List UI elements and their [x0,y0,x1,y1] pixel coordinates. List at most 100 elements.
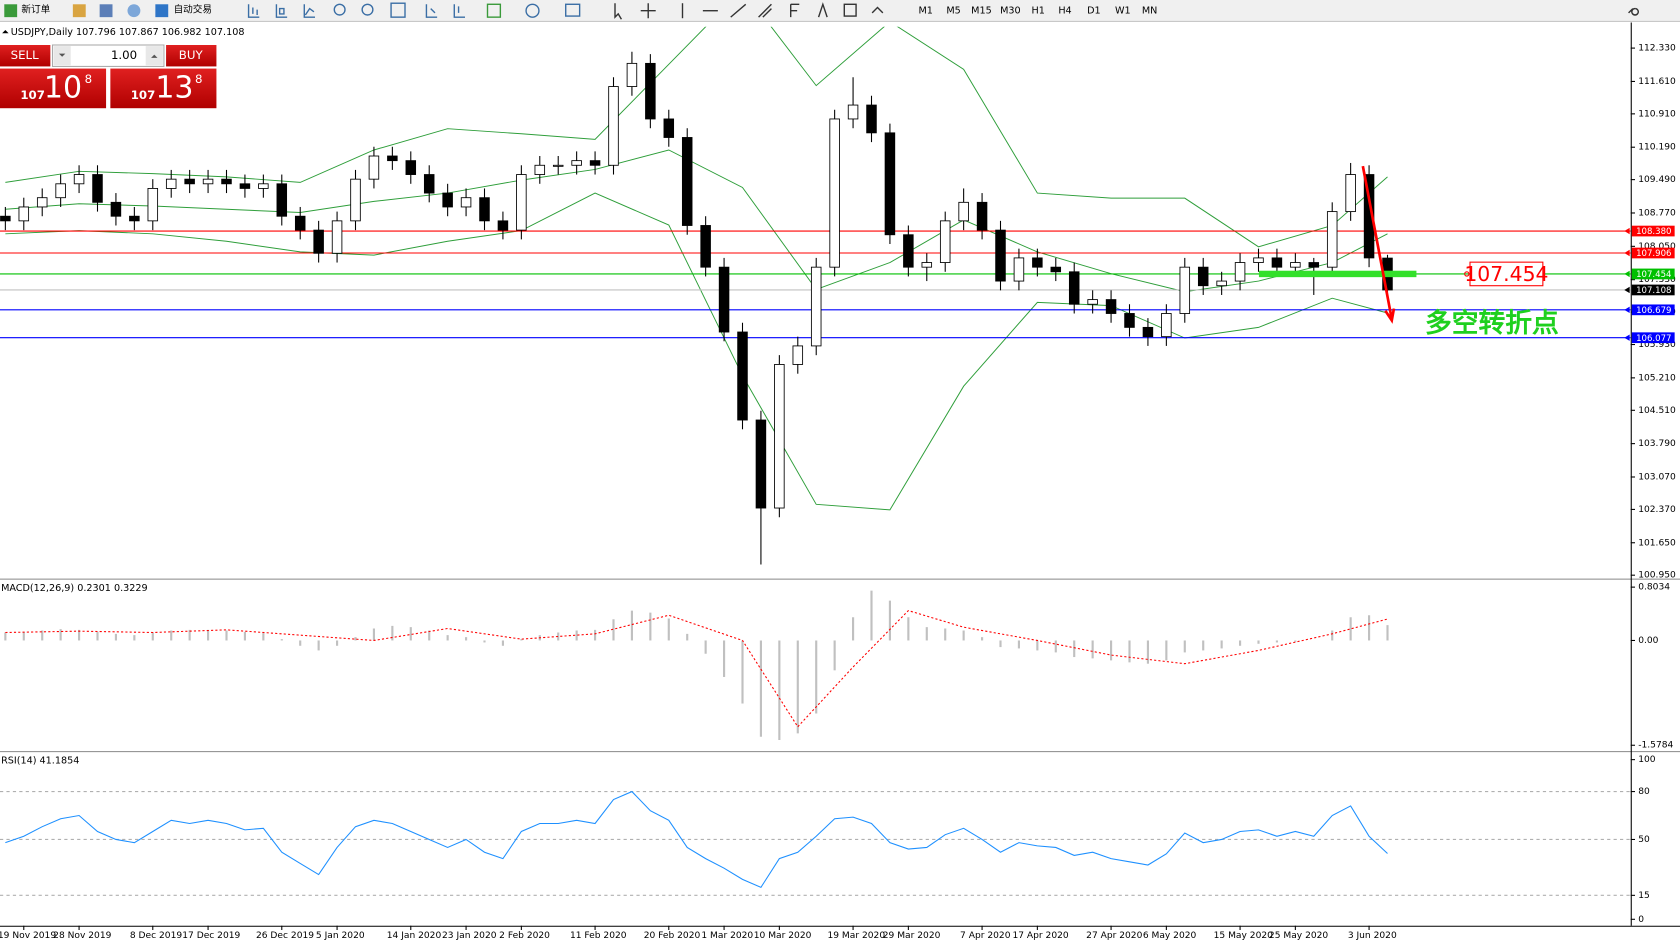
ask-big: 107 [131,88,156,102]
annotation-text: 多空转折点 [1425,307,1559,339]
search-icon[interactable] [1628,7,1639,16]
candle-body [239,183,251,189]
candle-body [1032,257,1043,268]
scroll-icon[interactable] [425,4,438,18]
candle-body [1308,262,1320,268]
label-icon[interactable] [843,3,857,17]
timeframe-button[interactable]: M5 [946,6,960,17]
tile-icon[interactable] [390,2,406,18]
candle-body [258,183,269,189]
text-icon[interactable] [817,2,828,18]
candle-body [995,229,1006,282]
price-level-label: 107.454 [1636,270,1671,280]
price-level-box [1631,247,1675,259]
y-tick-label: -1.5784 [1638,741,1673,751]
x-tick-label: 29 Mar 2020 [883,931,941,941]
y-tick-label: 100.950 [1638,571,1676,581]
x-tick-label: 15 May 2020 [1214,931,1274,941]
y-tick-label: 102.370 [1638,505,1676,515]
macd-signal [5,609,1388,728]
x-tick-label: 2 Feb 2020 [499,931,550,941]
candle-body [1142,326,1154,338]
candle-body [313,229,324,254]
y-tick-label: 112.330 [1638,44,1676,54]
price-level-label: 107.906 [1636,249,1671,259]
bid-main: 10 [44,70,82,105]
timeframe-button[interactable]: H4 [1058,6,1071,17]
bollinger-lower [5,192,1388,511]
y-tick-label: 105.210 [1638,373,1676,383]
bid-box[interactable] [0,68,107,109]
timeframe-button[interactable]: M15 [971,6,992,17]
y-tick-label: 110.910 [1638,109,1676,119]
indicators-icon[interactable] [486,3,502,18]
cursor-icon[interactable] [614,3,623,20]
timeframe-button[interactable]: H1 [1032,6,1045,17]
price-level-marker [1624,270,1630,278]
x-tick-label: 8 Dec 2019 [130,931,183,941]
candle-chart-icon[interactable] [275,4,288,18]
candle-body [552,164,564,167]
candle-body [737,331,748,421]
fibo-icon[interactable] [790,3,800,18]
new-order-icon[interactable] [4,4,18,18]
candle-body [368,155,380,180]
candle-body [1105,299,1117,314]
periods-icon[interactable] [525,3,540,18]
y-tick-label: 104.510 [1638,406,1676,416]
zoom-in-icon[interactable] [333,3,346,16]
arrows-icon[interactable] [871,6,884,14]
y-tick-label: 50 [1638,835,1650,845]
candle-body [405,160,417,175]
new-order-button[interactable]: 新订单 [21,4,50,16]
channel-icon[interactable] [758,3,772,18]
timeframe-button[interactable]: D1 [1087,6,1101,17]
bollinger-middle [5,149,1388,293]
toolbar-icon[interactable] [99,4,113,18]
toolbar-icon[interactable] [72,4,86,18]
chart-window [0,22,1680,945]
lots-value[interactable]: 1.00 [111,48,137,62]
buy-label[interactable]: BUY [179,48,204,62]
shift-icon[interactable] [453,4,465,18]
candle-body [516,174,527,231]
lots-field[interactable] [51,44,165,67]
timeframe-button[interactable]: M1 [918,6,932,17]
auto-trading-icon[interactable] [155,4,169,18]
candle-body [18,206,30,222]
bar-chart-icon[interactable] [247,4,260,18]
rsi-title: RSI(14) 41.1854 [1,756,79,767]
sell-label[interactable]: SELL [11,48,39,62]
candle-body [110,201,122,217]
candle-body [663,118,675,138]
candle-body [866,104,877,134]
chart-title: USDJPY,Daily 107.796 107.867 106.982 107… [11,27,245,38]
candle-body [1050,266,1062,273]
ask-box[interactable] [110,68,217,109]
zoom-out-icon[interactable] [361,3,374,16]
buy-button[interactable] [166,45,217,67]
timeframe-button[interactable]: MN [1142,6,1158,17]
line-chart-icon[interactable] [303,4,315,18]
candle-body [792,345,804,365]
timeframe-button[interactable]: M30 [1000,6,1021,17]
x-tick-label: 19 Nov 2019 [0,931,56,941]
templates-icon[interactable] [565,3,581,17]
price-level-marker [1624,249,1630,257]
toolbar-icon[interactable] [127,4,141,18]
x-tick-label: 26 Dec 2019 [256,931,314,941]
price-level-label: 106.077 [1636,334,1671,344]
trendline-icon[interactable] [730,3,747,18]
y-tick-label: 105.930 [1638,340,1676,350]
price-level-marker [1624,227,1630,235]
axes: 112.330 111.610 110.910 110.190 109.490 108.7… [0,44,1676,941]
crosshair-icon[interactable] [640,3,656,19]
sell-button[interactable] [0,45,51,67]
timeframe-button[interactable]: W1 [1115,6,1131,17]
candle-body [1087,299,1098,305]
bollinger-upper [5,26,1388,248]
auto-trading-button[interactable]: 自动交易 [174,4,213,16]
price-level-label: 108.380 [1636,227,1671,237]
x-tick-label: 3 Jun 2020 [1348,931,1397,941]
